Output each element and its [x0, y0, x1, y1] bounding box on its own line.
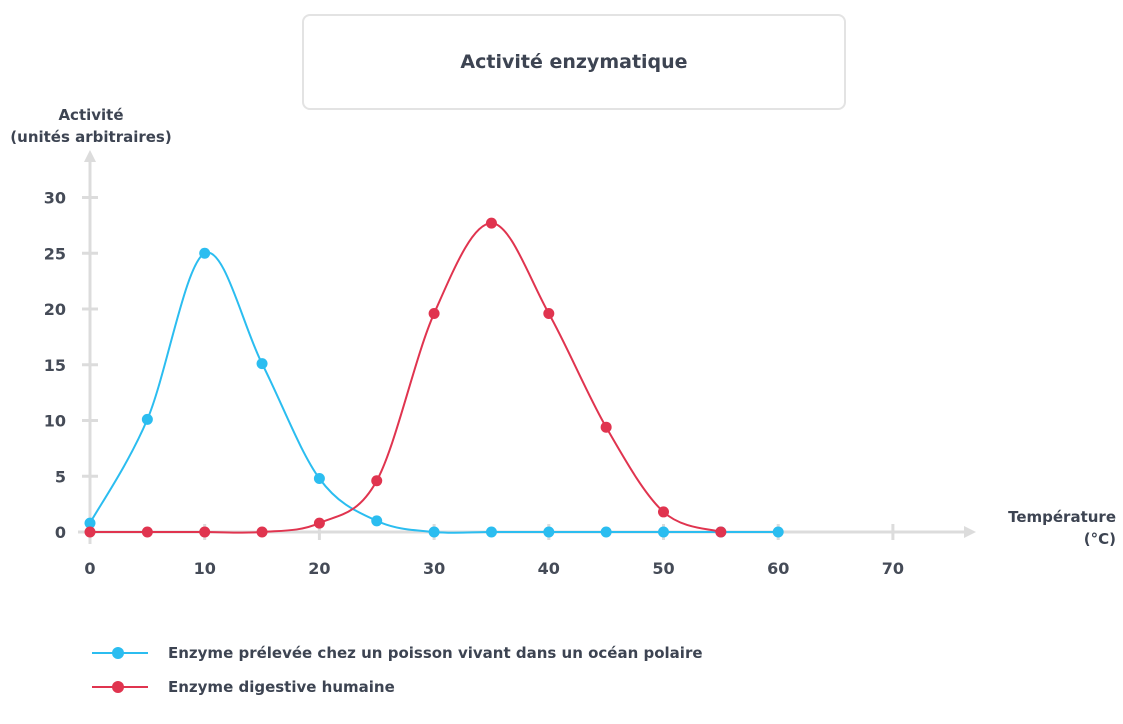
- point-polar-fish-60: [773, 527, 784, 538]
- series-line-human: [90, 223, 721, 533]
- x-axis-label: Température (°C): [978, 506, 1116, 550]
- point-human-25: [371, 475, 382, 486]
- point-polar-fish-35: [486, 527, 497, 538]
- y-tick-label-5: 5: [55, 467, 66, 486]
- legend-swatch-polar-fish: [92, 644, 148, 662]
- y-axis-label-line2: (unités arbitraires): [0, 126, 182, 148]
- x-tick-label-70: 70: [882, 559, 904, 578]
- y-axis-arrow: [84, 150, 96, 162]
- point-polar-fish-50: [658, 527, 669, 538]
- x-tick-label-60: 60: [767, 559, 789, 578]
- x-tick-label-50: 50: [652, 559, 674, 578]
- point-polar-fish-10: [199, 248, 210, 259]
- legend-item-polar-fish: Enzyme prélevée chez un poisson vivant d…: [92, 636, 703, 670]
- point-human-30: [429, 308, 440, 319]
- legend-item-human: Enzyme digestive humaine: [92, 670, 703, 704]
- point-human-40: [543, 308, 554, 319]
- point-human-5: [142, 527, 153, 538]
- point-polar-fish-45: [601, 527, 612, 538]
- x-axis-label-line2: (°C): [978, 528, 1116, 550]
- point-human-20: [314, 518, 325, 529]
- legend-label-polar-fish: Enzyme prélevée chez un poisson vivant d…: [168, 644, 703, 662]
- x-axis-arrow: [964, 526, 976, 538]
- y-tick-label-10: 10: [44, 412, 66, 431]
- y-tick-label-0: 0: [55, 523, 66, 542]
- y-tick-label-30: 30: [44, 189, 66, 208]
- point-human-55: [715, 527, 726, 538]
- x-tick-label-10: 10: [194, 559, 216, 578]
- legend-swatch-human: [92, 678, 148, 696]
- point-human-45: [601, 422, 612, 433]
- point-human-35: [486, 218, 497, 229]
- y-tick-label-25: 25: [44, 244, 66, 263]
- point-human-10: [199, 527, 210, 538]
- x-tick-label-0: 0: [84, 559, 95, 578]
- point-human-50: [658, 506, 669, 517]
- y-axis-label: Activité (unités arbitraires): [0, 104, 182, 148]
- point-polar-fish-40: [543, 527, 554, 538]
- x-axis-label-line1: Température: [978, 506, 1116, 528]
- series-line-polar-fish: [90, 253, 778, 533]
- point-polar-fish-5: [142, 414, 153, 425]
- y-tick-label-15: 15: [44, 356, 66, 375]
- point-polar-fish-30: [429, 527, 440, 538]
- point-polar-fish-20: [314, 473, 325, 484]
- point-polar-fish-15: [257, 358, 268, 369]
- x-tick-label-20: 20: [308, 559, 330, 578]
- x-tick-label-40: 40: [538, 559, 560, 578]
- legend-label-human: Enzyme digestive humaine: [168, 678, 395, 696]
- y-tick-label-20: 20: [44, 300, 66, 319]
- point-human-0: [85, 527, 96, 538]
- y-axis-label-line1: Activité: [0, 104, 182, 126]
- point-polar-fish-25: [371, 515, 382, 526]
- point-human-15: [257, 527, 268, 538]
- x-tick-label-30: 30: [423, 559, 445, 578]
- legend: Enzyme prélevée chez un poisson vivant d…: [92, 636, 703, 704]
